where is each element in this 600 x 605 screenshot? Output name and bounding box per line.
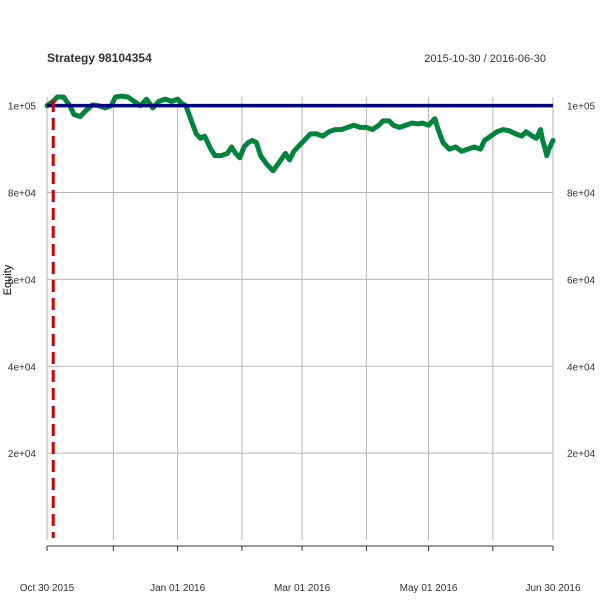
x-tick-label: Oct 30 2015 [20, 583, 75, 594]
y-axis-label: Equity [2, 264, 14, 295]
x-tick-label: May 01 2016 [400, 583, 458, 594]
y-tick-label-left: 4e+04 [8, 362, 37, 373]
y-tick-label-right: 1e+05 [567, 102, 596, 113]
x-tick-label: Jun 30 2016 [525, 583, 580, 594]
axis-layer: 2e+04 2e+04 4e+04 4e+04 6e+04 6e+04 8e+04 8e+04… [8, 102, 596, 594]
overlay-layer [47, 100, 553, 538]
x-tick-label: Jan 01 2016 [150, 583, 205, 594]
y-tick-label-left: 2e+04 [8, 449, 37, 460]
date-range-label: 2015-10-30 / 2016-06-30 [424, 53, 546, 65]
grid-layer [46, 97, 554, 540]
y-tick-label-right: 4e+04 [567, 362, 596, 373]
x-tick-label: Mar 01 2016 [274, 583, 331, 594]
y-tick-label-left: 8e+04 [8, 189, 37, 200]
y-tick-label-right: 2e+04 [567, 449, 596, 460]
y-tick-label-left: 1e+05 [8, 102, 37, 113]
y-tick-label-right: 6e+04 [567, 275, 596, 286]
y-tick-label-right: 8e+04 [567, 189, 596, 200]
y-tick-label-left: 6e+04 [8, 275, 37, 286]
chart-title: Strategy 98104354 [47, 51, 152, 65]
